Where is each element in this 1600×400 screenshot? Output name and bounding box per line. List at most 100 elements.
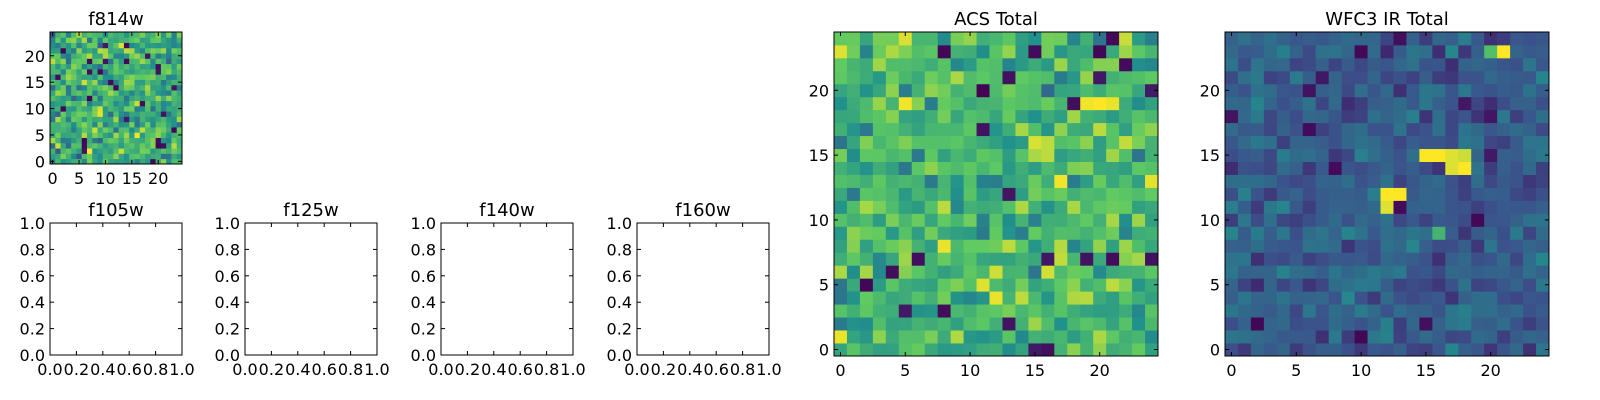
heatmap-cell [898, 304, 913, 318]
heatmap-cell [1276, 278, 1291, 292]
heatmap-cell [1315, 70, 1330, 85]
heatmap-cell [1302, 44, 1317, 59]
heatmap-cell [1015, 148, 1029, 162]
heatmap-cell [1432, 213, 1446, 227]
heatmap-cell [1263, 291, 1278, 305]
heatmap-cell [160, 127, 167, 133]
heatmap-cell [129, 63, 135, 70]
heatmap-cell [1315, 265, 1330, 279]
heatmap-cell [950, 200, 964, 214]
heatmap-cell [1536, 226, 1550, 240]
heatmap-cell [55, 63, 61, 70]
heatmap-cell [1328, 265, 1343, 279]
heatmap-cell [1536, 57, 1550, 72]
heatmap-cell [134, 148, 141, 154]
heatmap-cell [97, 100, 104, 107]
heatmap-cell [55, 32, 61, 38]
x-tick-label: 0.2 [64, 360, 89, 379]
heatmap-cell [989, 200, 1003, 214]
heatmap-cell [963, 174, 977, 188]
heatmap-cell [1145, 57, 1159, 72]
heatmap-cell [1237, 291, 1252, 305]
heatmap-cell [950, 148, 964, 162]
heatmap-cell [911, 109, 926, 124]
chart-title: f160w [675, 200, 730, 221]
heatmap-cell [129, 148, 135, 154]
heatmap-cell [71, 142, 77, 149]
heatmap-cell [1419, 44, 1433, 59]
heatmap-cell [1419, 200, 1433, 214]
heatmap-cell [166, 100, 172, 107]
heatmap-cell [1080, 135, 1094, 150]
heatmap-cell [1106, 44, 1120, 59]
heatmap-cell [898, 278, 913, 292]
heatmap-cell [108, 42, 114, 49]
heatmap-cell [1080, 265, 1094, 279]
x-tick-label: 0.6 [116, 360, 141, 379]
heatmap-cell [1276, 135, 1291, 150]
heatmap-cell [872, 44, 887, 59]
heatmap-cell [1315, 135, 1330, 150]
heatmap-cell [1406, 161, 1420, 175]
heatmap-cell [139, 84, 146, 91]
heatmap-cell [1132, 109, 1146, 124]
heatmap-cell [1406, 135, 1420, 150]
heatmap-cell [150, 68, 156, 75]
heatmap-cell [989, 148, 1003, 162]
heatmap-cell [71, 32, 77, 38]
heatmap-cell [145, 32, 151, 38]
heatmap-cell [108, 58, 114, 65]
heatmap-cell [1354, 317, 1368, 331]
heatmap-cell [1263, 44, 1278, 59]
heatmap-cell [71, 95, 77, 102]
heatmap-cell [1067, 83, 1081, 98]
heatmap-cell [1276, 187, 1291, 201]
heatmap-cell [118, 111, 125, 117]
heatmap-cell [1302, 226, 1317, 240]
heatmap-cell [139, 137, 146, 144]
heatmap-cell [963, 213, 977, 227]
heatmap-cell [166, 74, 172, 80]
heatmap-cell [1523, 304, 1537, 318]
heatmap-cell [872, 135, 887, 150]
heatmap-cell [1119, 57, 1133, 72]
heatmap-cell [1523, 265, 1537, 279]
heatmap-cell [166, 58, 172, 65]
heatmap-cell [102, 79, 109, 86]
heatmap-cell [1054, 343, 1068, 357]
heatmap-cell [145, 90, 151, 96]
heatmap-cell [1354, 109, 1368, 124]
heatmap-cell [1419, 278, 1433, 292]
heatmap-cell [160, 53, 167, 59]
heatmap-cell [134, 158, 141, 165]
heatmap-cell [1263, 330, 1278, 344]
heatmap-cell [1380, 278, 1394, 292]
heatmap-cell [1093, 291, 1107, 305]
heatmap-cell [76, 90, 83, 96]
heatmap-cell [1276, 32, 1291, 46]
heatmap-cell [834, 109, 848, 124]
heatmap-cell [118, 137, 125, 144]
heatmap-cell [898, 343, 913, 357]
heatmap-cell [1445, 278, 1459, 292]
heatmap-cell [71, 58, 77, 65]
x-tick-label: 0.0 [428, 360, 453, 379]
heatmap-cell [1263, 96, 1278, 111]
heatmap-cell [71, 42, 77, 49]
heatmap-cell [1432, 265, 1446, 279]
heatmap-cell [166, 105, 172, 112]
heatmap-cell [129, 58, 135, 65]
heatmap-cell [1106, 213, 1120, 227]
heatmap-cell [166, 53, 172, 59]
heatmap-cell [1119, 317, 1133, 331]
heatmap-cell [134, 79, 141, 86]
heatmap-cell [113, 148, 120, 154]
heatmap-cell [160, 148, 167, 154]
heatmap-cell [92, 42, 98, 49]
heatmap-cell [859, 343, 874, 357]
heatmap-cell [1289, 226, 1304, 240]
heatmap-cell [60, 127, 67, 133]
heatmap-cell [1328, 109, 1343, 124]
heatmap-cell [171, 32, 178, 38]
heatmap-cell [97, 148, 104, 154]
